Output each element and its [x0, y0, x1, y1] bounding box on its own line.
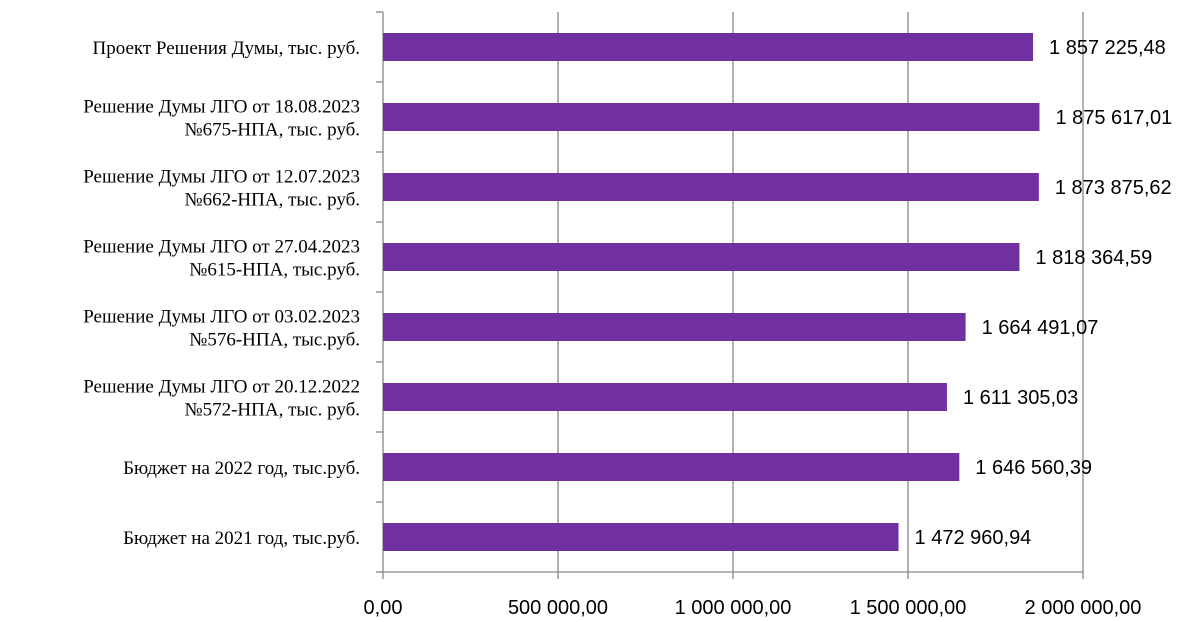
axes [376, 11, 1084, 579]
x-tick-label: 2 000 000,00 [1025, 597, 1142, 619]
bar [383, 243, 1020, 271]
bar [383, 383, 947, 411]
category-label: Бюджет на 2022 год, тыс.руб. [123, 458, 360, 479]
data-label: 1 646 560,39 [975, 457, 1092, 479]
x-tick-label: 1 000 000,00 [675, 597, 792, 619]
data-labels: 1 857 225,48 1 875 617,01 1 873 875,62 1 81… [915, 37, 1173, 549]
grid-lines [557, 12, 1084, 572]
data-label: 1 818 364,59 [1035, 247, 1152, 269]
category-label: Проект Решения Думы, тыс. руб. [93, 38, 360, 59]
category-label: №572-НПА, тыс. руб. [184, 400, 360, 421]
category-labels: Проект Решения Думы, тыс. руб. Решение Ду… [83, 38, 360, 549]
bars [383, 33, 1040, 551]
x-tick-labels: 0,00 500 000,00 1 000 000,00 1 500 000,00 2 … [364, 597, 1142, 619]
data-label: 1 611 305,03 [963, 387, 1078, 409]
x-tick-label: 1 500 000,00 [850, 597, 967, 619]
category-label: №576-НПА, тыс.руб. [189, 330, 360, 351]
category-label: №615-НПА, тыс.руб. [189, 260, 360, 281]
data-label: 1 873 875,62 [1055, 177, 1172, 199]
bar [383, 523, 899, 551]
category-label: Решение Думы ЛГО от 12.07.2023 [83, 167, 360, 188]
x-tick-label: 500 000,00 [508, 597, 608, 619]
data-label: 1 472 960,94 [915, 527, 1032, 549]
category-label: Решение Думы ЛГО от 03.02.2023 [83, 307, 360, 328]
x-tick-label: 0,00 [364, 597, 403, 619]
category-label: Бюджет на 2021 год, тыс.руб. [123, 528, 360, 549]
category-label: №662-НПА, тыс. руб. [184, 190, 360, 211]
category-label: №675-НПА, тыс. руб. [184, 120, 360, 141]
data-label: 1 664 491,07 [982, 317, 1099, 339]
category-label: Решение Думы ЛГО от 20.12.2022 [83, 377, 360, 398]
bar [383, 453, 960, 481]
category-label: Решение Думы ЛГО от 27.04.2023 [83, 237, 360, 258]
bar [383, 313, 966, 341]
data-label: 1 857 225,48 [1049, 37, 1166, 59]
data-label: 1 875 617,01 [1055, 107, 1172, 129]
bar [383, 173, 1039, 201]
bar [383, 33, 1034, 61]
category-label: Решение Думы ЛГО от 18.08.2023 [83, 97, 360, 118]
bar [383, 103, 1040, 131]
